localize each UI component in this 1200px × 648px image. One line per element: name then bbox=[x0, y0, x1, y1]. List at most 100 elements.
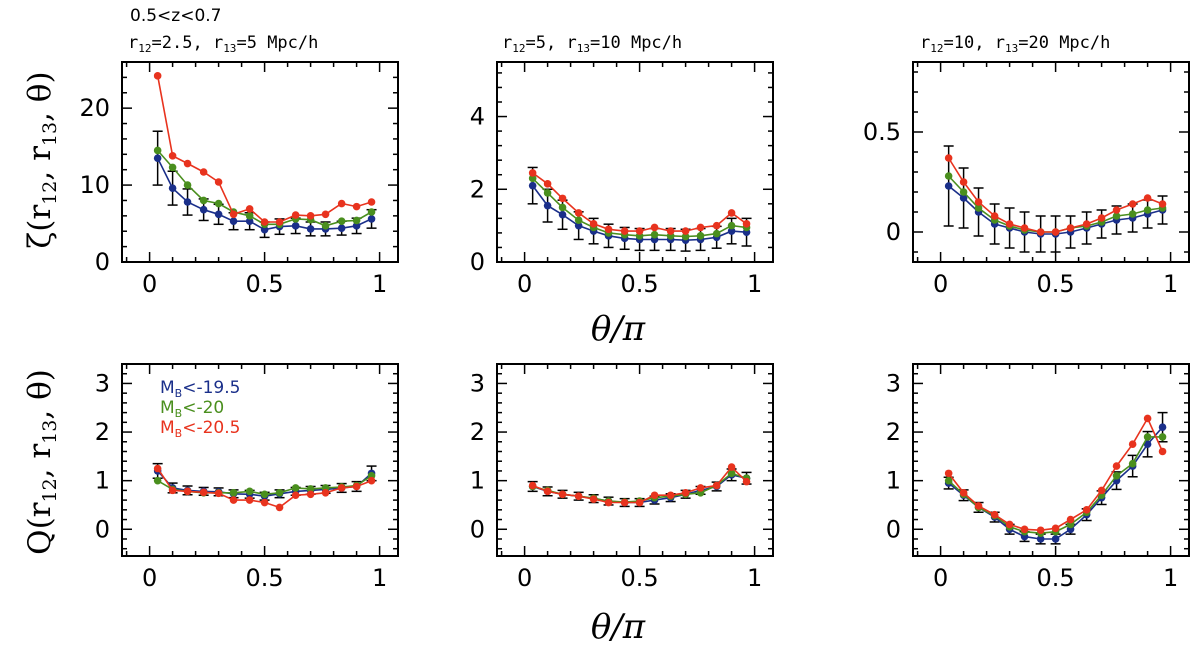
data-point bbox=[727, 227, 736, 235]
data-point bbox=[1082, 220, 1091, 228]
y-tick-label: 1 bbox=[95, 467, 110, 495]
data-point bbox=[1082, 506, 1091, 514]
legend-entry-20: MB<-20 bbox=[160, 398, 224, 420]
ylabel-q: Q(r12, r13, θ) bbox=[22, 369, 61, 555]
data-point bbox=[337, 484, 346, 492]
col3-unit: Mpc/h bbox=[1059, 33, 1110, 53]
data-point bbox=[959, 489, 968, 497]
data-point bbox=[183, 198, 192, 206]
series-M_B<-20 bbox=[153, 146, 376, 230]
data-point bbox=[712, 481, 721, 490]
series-M_B<-20.5 bbox=[153, 72, 376, 226]
y-tick-label: 2 bbox=[470, 418, 485, 446]
data-point bbox=[727, 469, 736, 478]
x-tick-label: 0.5 bbox=[621, 270, 659, 298]
data-point bbox=[681, 227, 690, 235]
data-point bbox=[974, 502, 983, 510]
data-point bbox=[306, 485, 315, 493]
data-point bbox=[168, 184, 177, 192]
col2-r13: 10 bbox=[600, 33, 620, 53]
data-point bbox=[990, 510, 999, 519]
data-point bbox=[168, 163, 177, 172]
data-point bbox=[367, 208, 376, 216]
y-tick-label: 0 bbox=[886, 515, 901, 543]
panel-1-2: 0 0.5 1 0 2 4 bbox=[470, 61, 774, 298]
panel-1-3: 0 0.5 1 0 0.5 bbox=[863, 61, 1190, 298]
y-tick-label: 2 bbox=[886, 418, 901, 446]
data-point bbox=[1051, 228, 1060, 236]
data-point bbox=[650, 230, 659, 239]
data-point bbox=[183, 181, 192, 189]
data-point bbox=[666, 227, 675, 235]
data-point bbox=[245, 487, 254, 496]
x-tick-label: 1 bbox=[372, 270, 387, 298]
col2-r12: 5 bbox=[536, 33, 546, 53]
data-point bbox=[229, 210, 238, 219]
data-point bbox=[944, 476, 953, 485]
data-point bbox=[528, 481, 537, 490]
series-M_B<-20.5 bbox=[528, 169, 751, 235]
series-line bbox=[948, 436, 1163, 535]
data-point bbox=[528, 181, 537, 190]
data-point bbox=[650, 491, 659, 500]
data-point bbox=[260, 225, 269, 234]
x-tick-label: 0 bbox=[933, 564, 948, 592]
data-point bbox=[528, 169, 537, 177]
data-point bbox=[558, 194, 567, 203]
data-point bbox=[275, 503, 284, 512]
data-point bbox=[944, 182, 953, 190]
data-point bbox=[229, 489, 238, 497]
data-point bbox=[1097, 486, 1106, 495]
y-tick-label: 3 bbox=[95, 369, 110, 397]
y-tick-label: 0 bbox=[470, 515, 485, 543]
data-point bbox=[214, 210, 223, 219]
data-point bbox=[352, 482, 361, 491]
panel-frame bbox=[121, 61, 399, 263]
y-tick-label: 1 bbox=[886, 467, 901, 495]
data-point bbox=[727, 209, 736, 217]
x-tick-label: 0.5 bbox=[1037, 270, 1075, 298]
x-tick-label: 1 bbox=[747, 564, 762, 592]
data-point bbox=[199, 168, 208, 176]
col1-r12: 2.5 bbox=[162, 33, 193, 53]
y-tick-label: 0 bbox=[95, 515, 110, 543]
data-point bbox=[604, 498, 613, 507]
data-point bbox=[199, 205, 208, 214]
data-point bbox=[990, 212, 999, 220]
data-point bbox=[543, 189, 552, 197]
data-point bbox=[620, 227, 629, 235]
data-point bbox=[260, 498, 269, 507]
data-point bbox=[1128, 459, 1137, 468]
redshift-label: 0.5<z<0.7 bbox=[130, 6, 221, 26]
data-point bbox=[321, 489, 330, 497]
series-M_B<-19.5 bbox=[943, 411, 1168, 545]
legend-entry-19-5: MB<-19.5 bbox=[160, 378, 240, 400]
data-point bbox=[650, 223, 659, 232]
data-point bbox=[727, 463, 736, 471]
column-title-3: r12=10, r13=20 Mpc/h bbox=[920, 33, 1110, 55]
data-point bbox=[1051, 535, 1060, 543]
data-point bbox=[168, 486, 177, 495]
data-point bbox=[543, 487, 552, 496]
data-point bbox=[1158, 200, 1167, 208]
xlabel-top-row: θ/π bbox=[591, 309, 646, 349]
data-point bbox=[1143, 194, 1152, 202]
col2-unit: Mpc/h bbox=[631, 33, 682, 53]
data-point bbox=[696, 484, 705, 492]
data-point bbox=[1066, 515, 1075, 524]
data-point bbox=[153, 154, 162, 162]
panel-2-1: 0 0.5 1 0 1 2 3 bbox=[95, 363, 399, 592]
y-tick-label: 0 bbox=[886, 218, 901, 246]
data-point bbox=[352, 216, 361, 225]
x-tick-label: 0 bbox=[517, 564, 532, 592]
data-point bbox=[183, 487, 192, 496]
x-tick-label: 1 bbox=[1163, 270, 1178, 298]
data-point bbox=[260, 490, 269, 499]
data-point bbox=[321, 222, 330, 230]
data-point bbox=[1112, 462, 1121, 470]
data-point bbox=[1143, 440, 1152, 449]
data-point bbox=[337, 217, 346, 226]
data-point bbox=[199, 488, 208, 497]
data-point bbox=[974, 204, 983, 212]
